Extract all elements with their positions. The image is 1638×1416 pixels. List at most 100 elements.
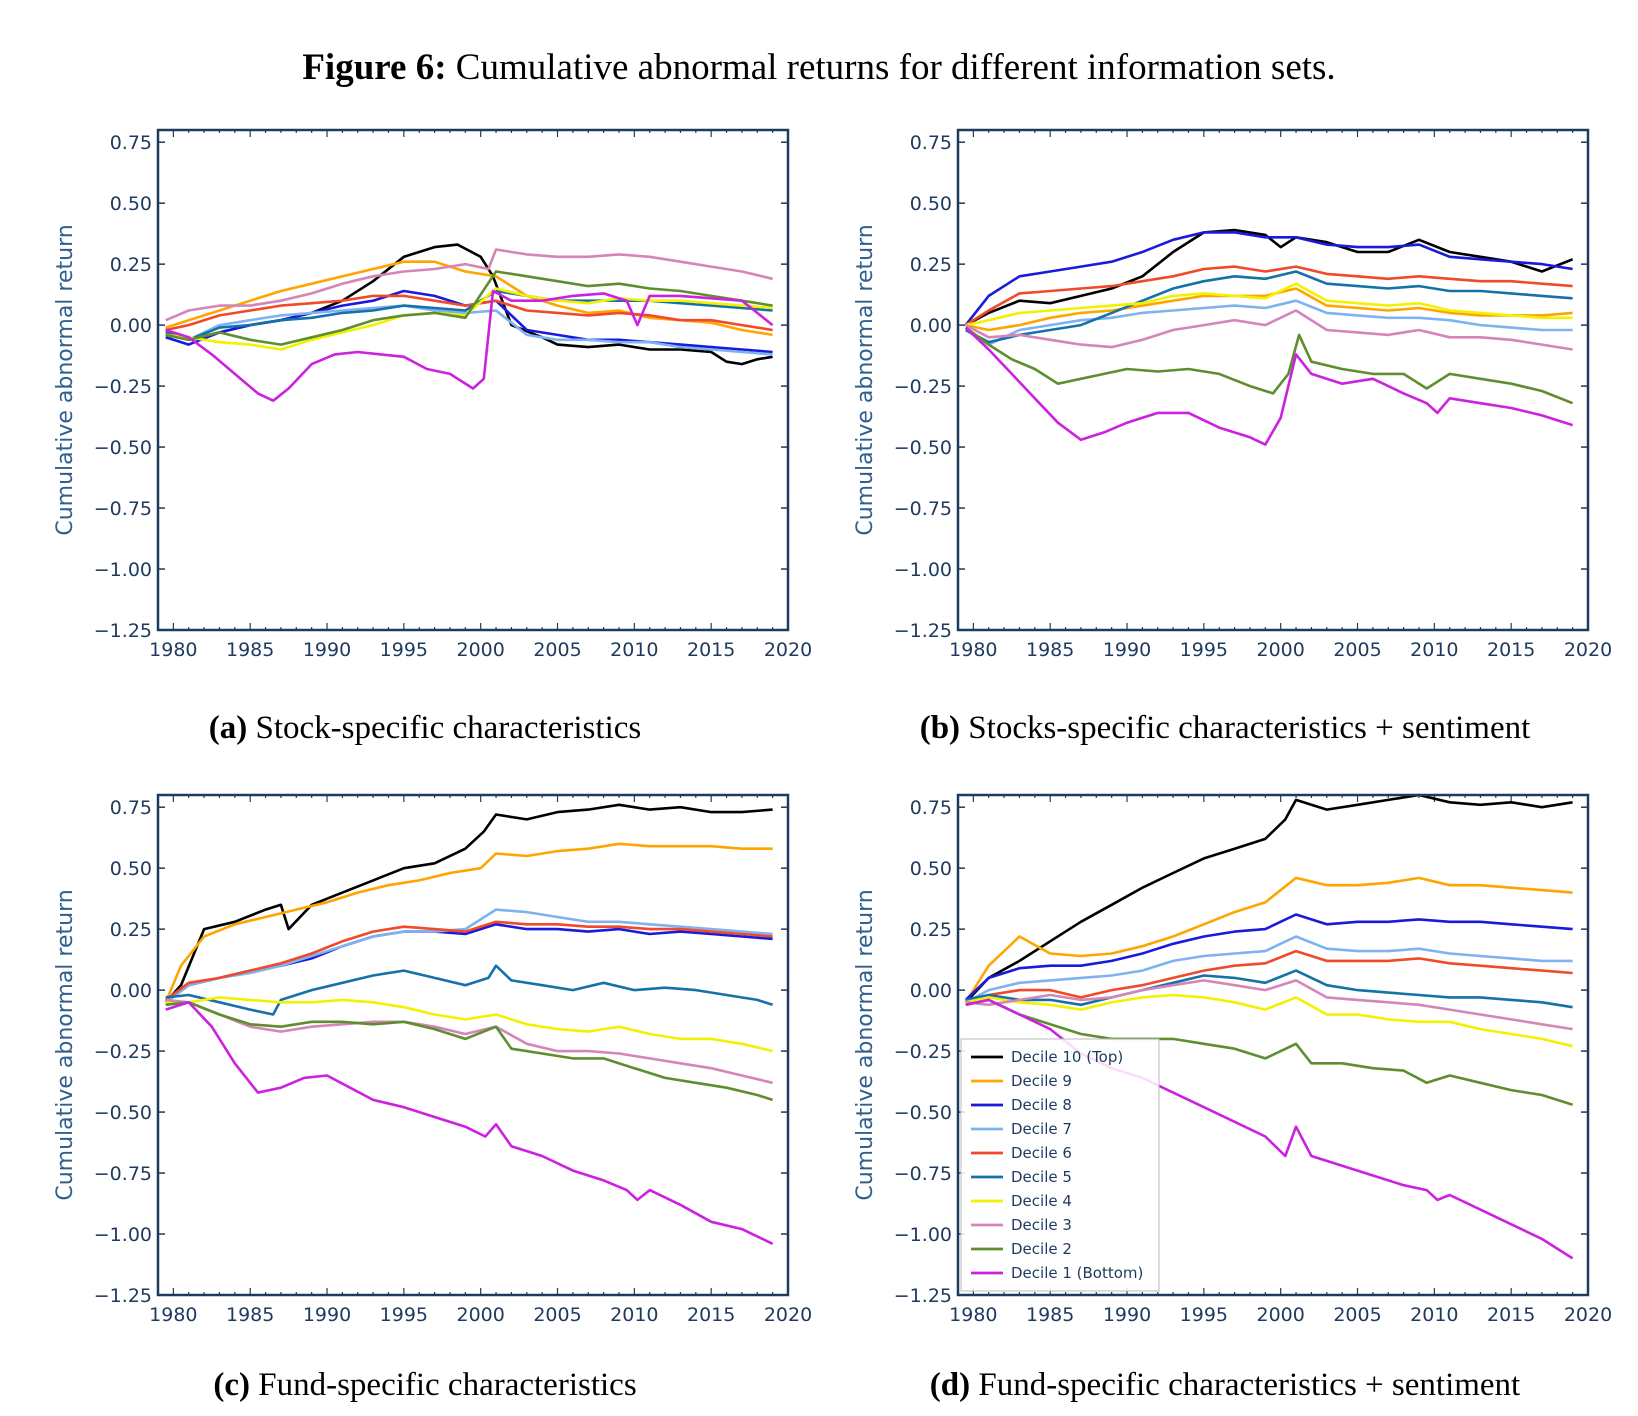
- legend-label: Decile 3: [1011, 1216, 1072, 1234]
- y-tick-label: −1.25: [894, 620, 952, 642]
- y-tick-label: −0.50: [894, 437, 952, 459]
- series-line-decile-10: [164, 803, 773, 1004]
- legend-label: Decile 9: [1011, 1072, 1072, 1090]
- chart-panel-c: 0.75 0.50 0.25 0.00 −0.25 −0.50 −0.75 −1.00 −1.2…: [53, 793, 812, 1326]
- x-tick-label: 2005: [1333, 639, 1381, 661]
- x-tick-label: 1990: [303, 1304, 351, 1326]
- x-tick-label: 2005: [533, 1304, 581, 1326]
- x-tick-label: 1980: [949, 639, 997, 661]
- x-tick-label: 2010: [610, 1304, 658, 1326]
- x-tick-label: 1980: [949, 1304, 997, 1326]
- x-tick-label: 2015: [687, 1304, 735, 1326]
- series-line-decile-10: [965, 228, 1574, 327]
- series-line-decile-7: [965, 935, 1573, 1004]
- series-line-decile-2: [964, 326, 1574, 405]
- x-tick-label: 2020: [1564, 639, 1612, 661]
- plot-area: [158, 795, 788, 1295]
- y-tick-label: 0.00: [910, 980, 952, 1002]
- x-tick-label: 1995: [1180, 1304, 1228, 1326]
- y-tick-label: −1.25: [94, 620, 152, 642]
- y-tick-label: −0.50: [94, 437, 152, 459]
- y-tick-label: −0.75: [894, 1163, 952, 1185]
- series-line-decile-6: [965, 949, 1573, 1004]
- y-tick-label: 0.25: [110, 254, 152, 276]
- y-tick-label: −0.75: [894, 498, 952, 520]
- y-tick-label: 0.75: [910, 132, 952, 154]
- chart-panel-a: 0.75 0.50 0.25 0.00 −0.25 −0.50 −0.75 −1.00 −1.2…: [53, 128, 812, 661]
- y-tick-label: 0.00: [110, 315, 152, 337]
- y-tick-label: 0.00: [110, 980, 152, 1002]
- plot-frame: [156, 793, 790, 1297]
- series-line-decile-4: [965, 993, 1573, 1048]
- y-tick-label: 0.75: [110, 797, 152, 819]
- y-tick-label: −1.00: [894, 559, 952, 581]
- panel-a: 0.75 0.50 0.25 0.00 −0.25 −0.50 −0.75 −1.00 −1.2…: [40, 120, 812, 661]
- legend-label: Decile 1 (Bottom): [1011, 1264, 1143, 1282]
- y-tick-label: 0.50: [910, 193, 952, 215]
- x-tick-label: 1990: [303, 639, 351, 661]
- caption-a: (a) Stock-specific characteristics: [40, 710, 810, 747]
- caption-a-label: (a): [208, 710, 248, 746]
- y-tick-label: 0.75: [910, 797, 952, 819]
- series-line-decile-6: [165, 294, 773, 332]
- x-tick-label: 1985: [1026, 1304, 1074, 1326]
- x-tick-label: 2020: [764, 639, 812, 661]
- y-tick-label: −0.75: [94, 1163, 152, 1185]
- y-tick-label: −1.25: [94, 1285, 152, 1307]
- series-line-decile-7: [164, 908, 773, 1004]
- y-tick-label: 0.25: [910, 254, 952, 276]
- caption-d: (d) Fund-specific characteristics + sent…: [840, 1367, 1610, 1404]
- figure-label: Figure 6:: [302, 47, 447, 88]
- y-tick-label: −0.50: [894, 1102, 952, 1124]
- y-tick-label: 0.25: [910, 919, 952, 941]
- y-tick-label: −1.00: [94, 1224, 152, 1246]
- plot-area: [158, 130, 788, 630]
- caption-c-label: (c): [213, 1367, 250, 1403]
- caption-b-label: (b): [919, 710, 961, 746]
- panel-c: 0.75 0.50 0.25 0.00 −0.25 −0.50 −0.75 −1.00 −1.2…: [40, 785, 812, 1326]
- series-line-decile-9: [164, 842, 773, 1003]
- y-tick-label: −0.25: [94, 1041, 152, 1063]
- panel-b: 0.75 0.50 0.25 0.00 −0.25 −0.50 −0.75 −1.00 −1.2…: [840, 120, 1612, 661]
- caption-c: (c) Fund-specific characteristics: [40, 1367, 810, 1404]
- panel-d: 0.75 0.50 0.25 0.00 −0.25 −0.50 −0.75 −1.00 −1.2…: [840, 785, 1612, 1326]
- plot-frame: [956, 128, 1590, 632]
- caption-d-label: (d): [929, 1367, 971, 1403]
- x-tick-label: 2015: [1487, 639, 1535, 661]
- caption-b: (b) Stocks-specific characteristics + se…: [840, 710, 1610, 747]
- y-tick-label: −1.00: [94, 559, 152, 581]
- x-tick-label: 1990: [1103, 639, 1151, 661]
- y-tick-label: −0.25: [894, 1041, 952, 1063]
- caption-b-text: Stocks-specific characteristics + sentim…: [968, 710, 1531, 746]
- y-tick-label: −1.25: [894, 1285, 952, 1307]
- caption-a-text: Stock-specific characteristics: [255, 710, 642, 746]
- y-tick-label: 0.25: [110, 919, 152, 941]
- series-line-decile-1: [165, 289, 774, 402]
- caption-d-text: Fund-specific characteristics + sentimen…: [978, 1367, 1521, 1403]
- series-line-decile-2: [165, 1001, 773, 1102]
- series-line-decile-9: [964, 876, 1573, 1003]
- series-line-decile-9: [965, 287, 1573, 332]
- legend-label: Decile 10 (Top): [1011, 1048, 1123, 1066]
- x-tick-label: 1995: [380, 639, 428, 661]
- caption-c-text: Fund-specific characteristics: [258, 1367, 637, 1403]
- figure-title-text: Cumulative abnormal returns for differen…: [455, 47, 1336, 88]
- x-tick-label: 2005: [1333, 1304, 1381, 1326]
- legend-label: Decile 8: [1011, 1096, 1072, 1114]
- legend-label: Decile 2: [1011, 1240, 1072, 1258]
- x-tick-label: 2000: [457, 639, 505, 661]
- x-tick-label: 1985: [226, 1304, 274, 1326]
- x-tick-label: 2010: [1410, 1304, 1458, 1326]
- x-tick-label: 1980: [149, 639, 197, 661]
- y-tick-label: 0.00: [910, 315, 952, 337]
- y-tick-label: 0.50: [110, 193, 152, 215]
- series-line-decile-1: [964, 326, 1573, 446]
- series-line-decile-2: [165, 270, 773, 346]
- x-tick-label: 2015: [1487, 1304, 1535, 1326]
- series-line-decile-5: [965, 969, 1573, 1009]
- plot-frame: [156, 128, 790, 632]
- legend-label: Decile 5: [1011, 1168, 1072, 1186]
- y-axis-label: Cumulative abnormal return: [853, 224, 878, 535]
- y-axis-label: Cumulative abnormal return: [53, 224, 78, 535]
- series-line-decile-5: [165, 289, 773, 342]
